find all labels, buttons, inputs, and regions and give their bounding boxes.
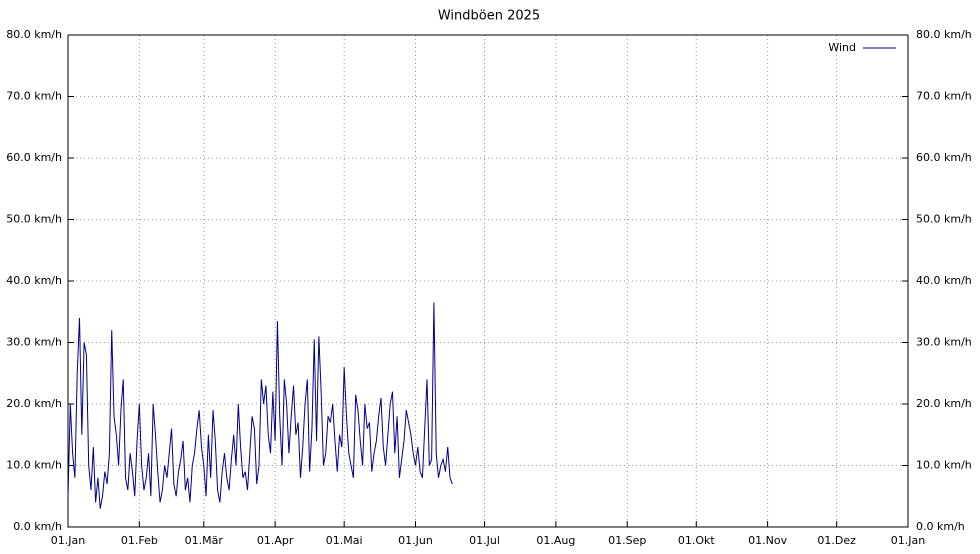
x-tick-label: 01.Apr [257,534,294,547]
y2-tick-label: 60.0 km/h [916,151,972,164]
y-tick-label: 20.0 km/h [6,397,62,410]
y2-tick-label: 20.0 km/h [916,397,972,410]
x-tick-label: 01.Feb [121,534,158,547]
x-tick-label: 01.Aug [536,534,575,547]
x-tick-label: 01.Mai [326,534,363,547]
y-tick-label: 30.0 km/h [6,336,62,349]
x-tick-label: 01.Jun [398,534,433,547]
y-tick-label: 10.0 km/h [6,459,62,472]
y2-tick-label: 70.0 km/h [916,90,972,103]
x-tick-label: 01.Okt [678,534,716,547]
y2-tick-label: 30.0 km/h [916,336,972,349]
x-tick-label: 01.Jul [469,534,500,547]
line-series [67,302,453,509]
y-tick-label: 80.0 km/h [6,28,62,41]
chart-title: Windböen 2025 [438,9,540,24]
x-tick-label: 01.Mär [185,534,224,547]
x-tick-label: 01.Jan [51,534,85,547]
y-tick-label: 40.0 km/h [6,274,62,287]
y2-tick-label: 40.0 km/h [916,274,972,287]
y2-tick-label: 10.0 km/h [916,459,972,472]
y2-tick-label: 0.0 km/h [916,520,965,533]
legend-label: Wind [828,41,856,54]
y-tick-label: 0.0 km/h [13,520,62,533]
plot-frame [67,34,909,528]
x-tick-label: 01.Jan [891,534,925,547]
x-tick-label: 01.Sep [608,534,646,547]
y-tick-label: 60.0 km/h [6,151,62,164]
x-tick-label: 01.Nov [748,534,787,547]
y-tick-label: 50.0 km/h [6,213,62,226]
y-tick-label: 70.0 km/h [6,90,62,103]
y2-tick-label: 50.0 km/h [916,213,972,226]
y2-tick-label: 80.0 km/h [916,28,972,41]
x-tick-label: 01.Dez [817,534,856,547]
